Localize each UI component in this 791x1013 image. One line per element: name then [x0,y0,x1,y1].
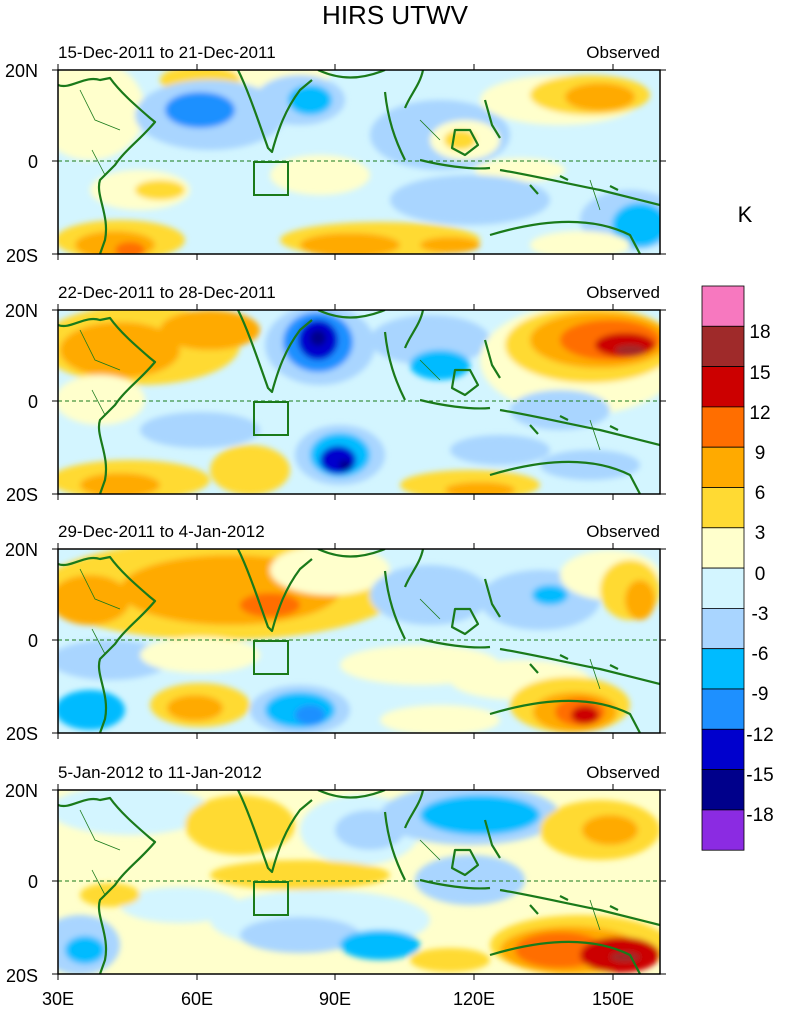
colorbar-label-neg12: -12 [746,725,773,746]
panel-1-coastlines [58,70,660,254]
figure-title: HIRS UTWV [322,0,469,30]
colorbar-label-3: 3 [755,523,766,544]
panel-3-borders [79,568,601,690]
colorbar-unit-label: K [738,202,753,227]
panel-4-tag: Observed [586,763,660,782]
colorbar-label-neg9: -9 [752,684,769,705]
panel-1-borders [79,89,601,211]
colorbar-bin [701,648,745,690]
panel-4-lat-label-20s: 20S [6,966,38,986]
panel-2-date-range: 22-Dec-2011 to 28-Dec-2011 [58,283,276,302]
colorbar-bin [701,769,745,811]
panel-2-frame [57,309,661,495]
lon-label-60e: 60E [181,989,213,1009]
panel-1-lat-label-0: 0 [28,152,38,172]
colorbar-bin [701,608,745,650]
colorbar-label-15: 15 [749,363,770,384]
panel-3-coastlines [58,549,660,733]
colorbar-bin [701,487,745,529]
map-panel-4: 5-Jan-2012 to 11-Jan-2012 Observed [5,763,666,986]
panel-3-date-range: 29-Dec-2011 to 4-Jan-2012 [58,522,265,541]
panel-2-region-box [253,401,289,436]
lon-label-30e: 30E [42,989,74,1009]
colorbar-bin [701,406,745,448]
map-panel-2: 22-Dec-2011 to 28-Dec-2011 Observed [5,283,666,505]
panel-3-ticks [52,543,666,739]
panel-3-lat-label-20s: 20S [6,724,38,744]
panel-1-frame [57,69,661,255]
panel-1-region-box [253,161,289,196]
panel-2-borders [79,329,601,451]
panel-2-lat-label-20s: 20S [6,485,38,505]
map-panel-1: 15-Dec-2011 to 21-Dec-2011 Observed [5,43,666,266]
panel-3-anomaly-field [58,549,660,733]
colorbar-bin [701,285,745,327]
panel-2-lat-label-0: 0 [28,392,38,412]
map-panel-3: 29-Dec-2011 to 4-Jan-2012 Observed [5,522,666,744]
colorbar-bin [701,567,745,609]
panel-1-lat-label-20n: 20N [5,61,38,81]
panel-4-lat-label-20n: 20N [5,781,38,801]
colorbar-label-18: 18 [749,322,770,343]
panel-4-anomaly-field [58,790,660,974]
panel-4-coastlines [58,790,660,974]
panel-3-tag: Observed [586,522,660,541]
panel-1-tag: Observed [586,43,660,62]
lon-label-150e: 150E [592,989,634,1009]
panel-4-borders [79,809,601,931]
colorbar-label-6: 6 [755,483,766,504]
colorbar-bin [701,527,745,569]
x-axis-labels: 30E 60E 90E 120E 150E [42,989,634,1009]
colorbar-label-0: 0 [755,564,766,585]
colorbar-label-neg3: -3 [752,604,769,625]
colorbar [701,285,745,851]
panel-1-ticks [52,64,666,260]
panel-1-anomaly-field [58,70,660,254]
colorbar-bin [701,366,745,408]
colorbar-tick-labels: 18 15 12 9 6 3 0 -3 -6 -9 -12 -15 -18 [746,322,773,826]
panel-4-region-box [253,881,289,916]
colorbar-label-9: 9 [755,443,766,464]
colorbar-label-12: 12 [749,403,770,424]
panel-2-ticks [52,304,666,500]
lon-label-90e: 90E [319,989,351,1009]
panel-4-frame [57,789,661,975]
colorbar-label-neg6: -6 [752,644,769,665]
panel-3-lat-label-0: 0 [28,631,38,651]
lon-label-120e: 120E [453,989,495,1009]
colorbar-bin [701,809,745,851]
panel-4-lat-label-0: 0 [28,872,38,892]
panel-1-lat-label-20s: 20S [6,246,38,266]
panel-4-ticks [52,784,666,980]
panel-3-frame [57,548,661,734]
colorbar-bin [701,688,745,730]
panel-3-lat-label-20n: 20N [5,540,38,560]
panel-3-region-box [253,640,289,675]
colorbar-label-neg18: -18 [746,805,773,826]
panel-2-anomaly-field [58,310,660,494]
panel-2-tag: Observed [586,283,660,302]
panel-4-date-range: 5-Jan-2012 to 11-Jan-2012 [58,763,262,782]
colorbar-bin [701,446,745,488]
panel-2-lat-label-20n: 20N [5,301,38,321]
colorbar-bin [701,325,745,367]
colorbar-bin [701,728,745,770]
colorbar-label-neg15: -15 [746,765,773,786]
panel-1-date-range: 15-Dec-2011 to 21-Dec-2011 [58,43,276,62]
panel-2-coastlines [58,310,660,494]
